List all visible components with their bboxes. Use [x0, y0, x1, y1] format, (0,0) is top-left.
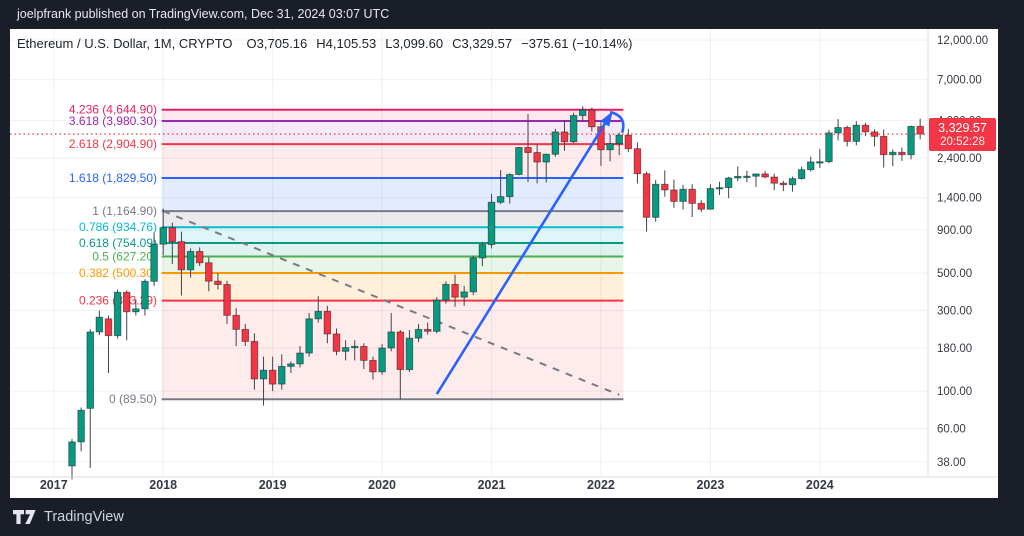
svg-text:0.5 (627.20): 0.5 (627.20): [92, 249, 157, 263]
ohlc-high: H4,105.53: [316, 36, 377, 51]
svg-text:0.382 (500.30): 0.382 (500.30): [79, 266, 157, 280]
tradingview-logo-icon[interactable]: [13, 509, 36, 525]
svg-text:1,400.00: 1,400.00: [937, 193, 982, 205]
svg-text:3.618 (3,980.30): 3.618 (3,980.30): [69, 114, 157, 128]
svg-text:2021: 2021: [478, 478, 506, 492]
svg-text:2.618 (2,904.90): 2.618 (2,904.90): [69, 137, 157, 151]
svg-text:1 (1,164.90): 1 (1,164.90): [92, 204, 157, 218]
svg-text:2,400.00: 2,400.00: [937, 153, 982, 165]
svg-text:0.618 (754.09): 0.618 (754.09): [79, 236, 157, 250]
svg-text:2024: 2024: [806, 478, 834, 492]
tradingview-brand-text[interactable]: TradingView: [44, 509, 124, 525]
ohlc-change: −375.61 (−10.14%): [521, 36, 633, 51]
svg-text:2023: 2023: [696, 478, 724, 492]
symbol-title[interactable]: Ethereum / U.S. Dollar, 1M, CRYPTO: [17, 36, 233, 51]
svg-text:300.00: 300.00: [937, 306, 972, 318]
footer-bar: TradingView: [0, 498, 1024, 536]
svg-text:2019: 2019: [259, 478, 287, 492]
svg-text:180.00: 180.00: [937, 343, 972, 355]
svg-text:2020: 2020: [368, 478, 396, 492]
svg-text:38.00: 38.00: [937, 457, 966, 469]
last-price-badge: 3,329.57 20:52:28: [929, 118, 996, 152]
svg-text:2017: 2017: [40, 478, 68, 492]
svg-text:2022: 2022: [587, 478, 615, 492]
symbol-legend[interactable]: Ethereum / U.S. Dollar, 1M, CRYPTO O3,705…: [17, 36, 641, 51]
svg-text:500.00: 500.00: [937, 268, 972, 280]
ohlc-open: O3,705.16: [246, 36, 308, 51]
svg-text:0 (89.50): 0 (89.50): [109, 392, 157, 406]
svg-text:1.618 (1,829.50): 1.618 (1,829.50): [69, 171, 157, 185]
ohlc-low: L3,099.60: [385, 36, 444, 51]
attribution-text: joelpfrank published on TradingView.com,…: [17, 7, 390, 21]
ohlc-close: C3,329.57: [452, 36, 513, 51]
svg-text:60.00: 60.00: [937, 424, 966, 436]
snapshot-attribution-bar: joelpfrank published on TradingView.com,…: [0, 0, 1024, 29]
svg-text:2018: 2018: [149, 478, 177, 492]
last-price-value: 3,329.57: [938, 120, 987, 135]
svg-text:0.786 (934.76): 0.786 (934.76): [79, 220, 157, 234]
svg-text:7,000.00: 7,000.00: [937, 75, 982, 87]
svg-text:4.236 (4,644.90): 4.236 (4,644.90): [69, 103, 157, 117]
svg-text:100.00: 100.00: [937, 386, 972, 398]
bar-countdown: 20:52:28: [940, 135, 985, 148]
svg-text:12,000.00: 12,000.00: [937, 35, 988, 47]
svg-text:900.00: 900.00: [937, 225, 972, 237]
